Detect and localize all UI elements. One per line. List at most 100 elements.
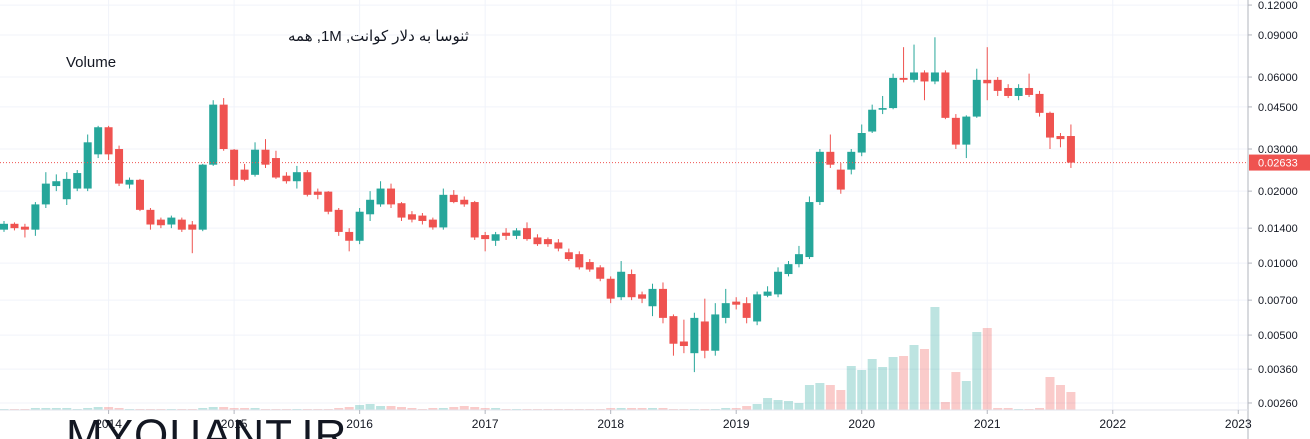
candle-body — [334, 209, 343, 232]
candle-body — [240, 169, 249, 180]
volume-bar — [940, 402, 950, 410]
candle-body — [617, 271, 626, 298]
candle-body — [983, 79, 992, 84]
volume-bar — [637, 408, 647, 410]
candle-body — [523, 228, 531, 240]
candle-body — [711, 314, 720, 351]
volume-bar — [491, 408, 501, 410]
volume-bar — [459, 406, 469, 410]
candle-body — [324, 191, 333, 212]
volume-bar — [606, 408, 616, 410]
candle-body — [993, 79, 1002, 91]
y-tick-label: 0.12000 — [1258, 0, 1298, 12]
volume-bar — [909, 345, 919, 410]
volume-bar — [407, 408, 417, 410]
volume-bar — [365, 404, 375, 410]
candle-body — [847, 151, 856, 170]
candle-body — [805, 202, 814, 258]
x-tick-label: 2022 — [1099, 417, 1126, 431]
candle-body — [282, 175, 291, 182]
candle-body — [554, 242, 563, 249]
candle-body — [491, 234, 500, 241]
candle-body — [606, 278, 615, 299]
volume-bar — [627, 408, 637, 410]
volume-bar — [867, 359, 877, 410]
volume-bar — [804, 385, 814, 410]
candle-body — [1004, 87, 1013, 96]
candle-body — [889, 77, 898, 109]
volume-bar — [742, 406, 752, 410]
x-tick-label: 2021 — [974, 417, 1001, 431]
candle-body — [951, 117, 960, 145]
candle-body — [125, 179, 134, 185]
grid — [0, 0, 1248, 410]
last-price-label: 0.02633 — [1258, 158, 1298, 170]
volume-bar — [449, 407, 459, 410]
volume-bar — [773, 400, 783, 410]
volume-bar — [721, 408, 731, 410]
candle-body — [564, 252, 573, 260]
candle-body — [83, 142, 92, 189]
volume-bar — [1003, 408, 1013, 410]
volume-bar — [1045, 377, 1055, 410]
volume-bar — [240, 408, 250, 410]
candle-body — [732, 301, 741, 305]
candle-body — [868, 109, 877, 132]
candle-body — [794, 254, 803, 265]
x-tick-label: 2019 — [723, 417, 750, 431]
candle-body — [941, 72, 950, 118]
candle-body — [836, 169, 845, 190]
y-tick-label: 0.01000 — [1258, 258, 1298, 270]
candle-body — [104, 127, 113, 155]
candle-body — [397, 203, 406, 218]
candle-body — [407, 214, 416, 220]
x-tick-label: 2015 — [221, 417, 248, 431]
volume-bar — [930, 307, 940, 410]
candle-body — [271, 158, 280, 178]
volume-bar — [51, 408, 61, 410]
x-tick-label: 2014 — [95, 417, 122, 431]
candle-body — [460, 199, 469, 205]
volume-bar — [396, 407, 406, 410]
candle-body — [679, 341, 688, 347]
volume-bar — [334, 408, 344, 410]
candle-body — [376, 188, 385, 205]
candle-body — [355, 211, 364, 241]
candle-body — [899, 77, 908, 80]
volume-bar — [951, 372, 961, 410]
candle-body — [230, 149, 239, 180]
y-tick-label: 0.00260 — [1258, 398, 1298, 410]
candle-body — [146, 209, 155, 225]
candle-body — [481, 235, 490, 240]
volume-bar — [648, 408, 658, 410]
volume-bar — [30, 408, 40, 410]
volume-bar — [386, 406, 396, 410]
last-price-box — [1249, 154, 1310, 171]
x-tick-label: 2023 — [1225, 417, 1252, 431]
candle-body — [962, 116, 971, 145]
volume-bar — [250, 408, 260, 410]
candle-body — [366, 199, 375, 215]
volume-bar — [878, 367, 888, 410]
volume-bar — [344, 407, 354, 410]
volume-bar — [993, 408, 1003, 410]
candle-body — [20, 226, 29, 230]
candle-body — [774, 271, 783, 295]
candle-body — [1025, 87, 1034, 95]
y-tick-label: 0.02000 — [1258, 186, 1298, 198]
candle-body — [177, 219, 186, 230]
volume-bar — [41, 408, 51, 410]
x-tick-label: 2016 — [346, 417, 373, 431]
candle-body — [428, 219, 437, 228]
candle-body — [543, 239, 552, 245]
candle-body — [439, 194, 448, 228]
x-tick-label: 2020 — [848, 417, 875, 431]
volume-bar — [438, 408, 448, 410]
candle-body — [261, 149, 270, 165]
candle-body — [721, 303, 730, 318]
candle-body — [345, 231, 354, 241]
volume-label: Volume — [66, 54, 116, 71]
candle-body — [73, 173, 82, 189]
candle-body — [198, 164, 207, 230]
y-tick-label: 0.00500 — [1258, 330, 1298, 342]
